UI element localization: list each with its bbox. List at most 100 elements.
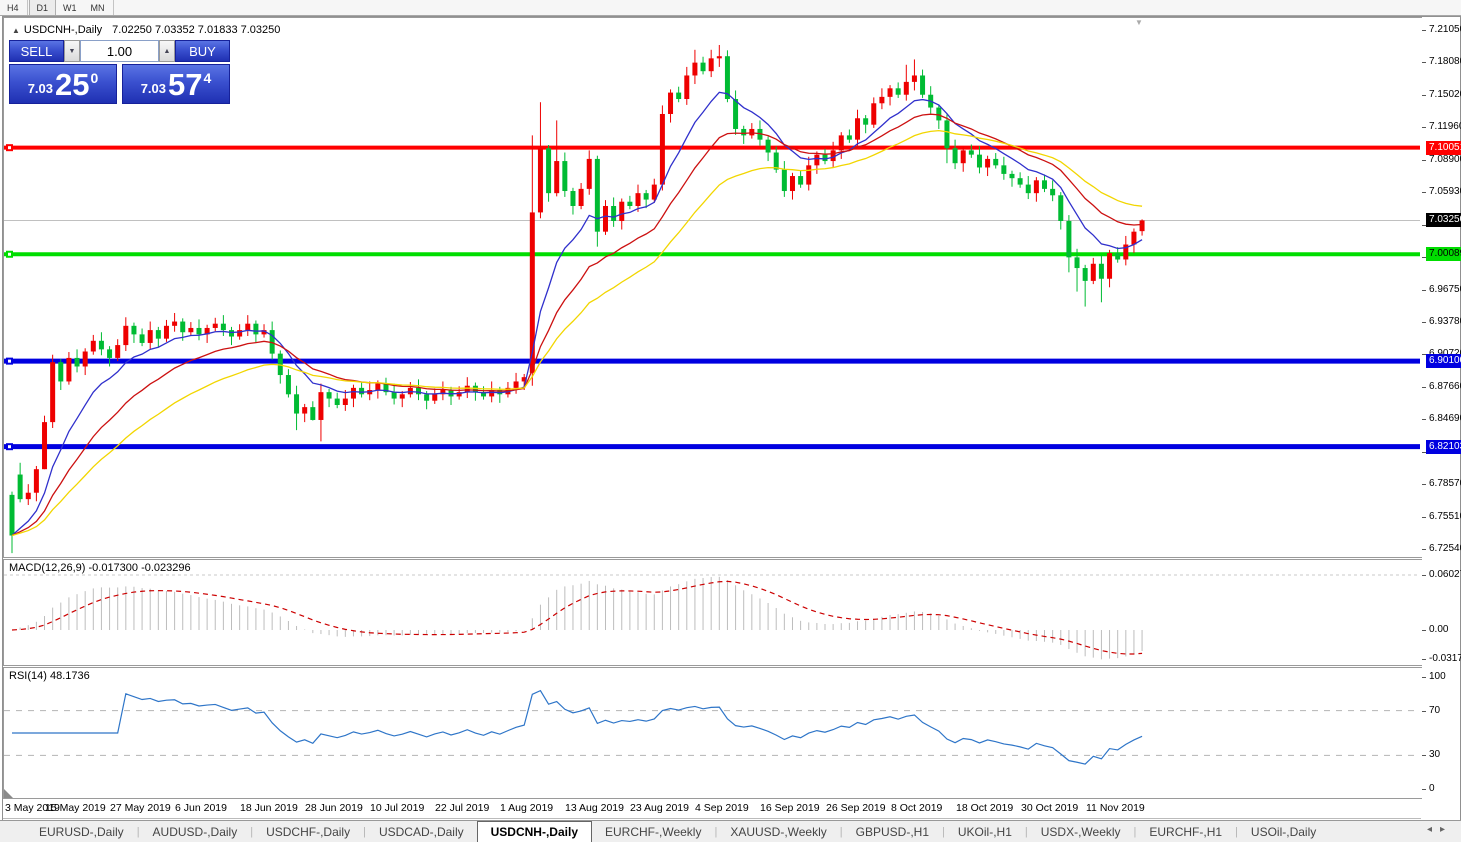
date-axis-label: 15 May 2019 [45, 802, 106, 814]
rsi-value: 48.1736 [49, 670, 90, 682]
volume-input[interactable] [80, 40, 159, 62]
chart-tab-usdx[interactable]: USDX-,Weekly [1040, 824, 1121, 839]
date-axis-label: 18 Jun 2019 [240, 802, 298, 814]
chart-tab-usdcad[interactable]: USDCAD-,Daily [378, 824, 464, 839]
axis-tick [1422, 387, 1426, 388]
axis-tick [1422, 575, 1426, 576]
tab-separator: | [839, 825, 843, 838]
date-axis-label: 22 Jul 2019 [435, 802, 490, 814]
axis-tick [1422, 290, 1426, 291]
price-axis[interactable]: 7.21050 7.18080 7.15020 7.11960 7.08900 7.059… [1422, 17, 1461, 820]
date-axis-label: 18 Oct 2019 [956, 802, 1014, 814]
rsi-label: RSI(14) 48.1736 [9, 670, 90, 682]
axis-tick [1422, 659, 1426, 660]
timeframe-toolbar: H4 D1 W1 MN [0, 0, 1461, 16]
timeframe-button-h4[interactable]: H4 [7, 3, 19, 13]
price-level-badge: 7.03250 [1426, 213, 1461, 227]
price-tick-label: 7.08900 [1429, 154, 1461, 165]
chart-tab-audusd[interactable]: AUDUSD-,Daily [152, 824, 238, 839]
rsi-panel: RSI(14) 48.1736 [3, 667, 1423, 799]
rsi-tick-label: 0 [1429, 783, 1435, 794]
price-tick-label: 6.84690 [1429, 413, 1461, 424]
chart-tab-eurchf[interactable]: EURCHF-,Weekly [605, 824, 702, 839]
chart-symbol-label: USDCNH-,Daily [23, 24, 103, 36]
one-click-trading-panel: SELL ▼ ▲ BUY 7.03 25 0 7.03 57 4 [9, 40, 230, 104]
date-axis-label: 16 Sep 2019 [760, 802, 820, 814]
sell-price-pip: 0 [90, 70, 99, 86]
price-tick-label: 6.87660 [1429, 381, 1461, 392]
spin-down-icon: ▼ [68, 47, 76, 55]
buy-price-button[interactable]: 7.03 57 4 [122, 64, 230, 104]
macd-values: -0.017300 -0.023296 [88, 562, 191, 574]
chart-tab-eurusd[interactable]: EURUSD-,Daily [39, 824, 124, 839]
tab-separator: | [136, 825, 140, 838]
sell-price-button[interactable]: 7.03 25 0 [9, 64, 117, 104]
chart-tab-usdcnh[interactable]: USDCNH-,Daily [476, 821, 592, 842]
axis-tick [1422, 452, 1426, 453]
date-axis-label: 6 Jun 2019 [175, 802, 227, 814]
date-axis-label: 28 Jun 2019 [305, 802, 363, 814]
volume-decrease-button[interactable]: ▼ [64, 40, 80, 62]
chart-tab-usoil[interactable]: USOil-,Daily [1250, 824, 1317, 839]
price-level-badge: 6.82103 [1426, 440, 1461, 454]
axis-tick [1422, 127, 1426, 128]
price-tick-label: 6.72540 [1429, 543, 1461, 554]
toolbar-separator [26, 0, 28, 15]
axis-tick [1422, 484, 1426, 485]
price-tick-label: 6.96750 [1429, 284, 1461, 295]
chart-shift-marker-icon[interactable]: ▼ [1135, 18, 1143, 27]
rsi-name: RSI(14) [9, 670, 47, 682]
candlestick-chart[interactable] [4, 18, 1420, 555]
price-tick-label: 7.21050 [1429, 24, 1461, 35]
tab-scroll-left-icon[interactable]: ◂ [1426, 824, 1440, 835]
price-tick-label: 6.75510 [1429, 511, 1461, 522]
tab-separator: | [942, 825, 945, 838]
price-chart-panel[interactable] [3, 17, 1423, 558]
chart-tab-ukoil[interactable]: UKOil-,H1 [957, 824, 1012, 839]
date-axis-label: 13 Aug 2019 [565, 802, 624, 814]
timeframe-button-d1[interactable]: D1 [28, 0, 57, 15]
macd-tick-label: -0.031725 [1429, 653, 1461, 664]
axis-tick [1422, 30, 1426, 31]
macd-label: MACD(12,26,9) -0.017300 -0.023296 [9, 562, 191, 574]
tab-separator: | [363, 825, 366, 838]
axis-tick [1422, 630, 1426, 631]
axis-tick [1422, 354, 1426, 355]
date-axis[interactable]: 3 May 2019 15 May 2019 27 May 2019 6 Jun 20… [3, 798, 1421, 819]
date-axis-label: 3 May 2019 [5, 802, 60, 814]
tab-scroll-right-icon[interactable]: ▸ [1439, 824, 1453, 835]
axis-tick [1422, 677, 1426, 678]
chart-tab-usdchf[interactable]: USDCHF-,Daily [266, 824, 351, 839]
timeframe-button-w1[interactable]: W1 [63, 3, 77, 13]
price-tick-label: 7.05930 [1429, 186, 1461, 197]
panel-resize-grip[interactable] [4, 789, 13, 798]
timeframe-button-mn[interactable]: MN [90, 3, 105, 13]
tab-separator: | [1024, 825, 1028, 838]
macd-tick-label: 0.00 [1429, 624, 1449, 635]
chart-tab-eurchf[interactable]: EURCHF-,H1 [1149, 824, 1223, 839]
buy-price-pip: 4 [203, 70, 212, 86]
tab-separator: | [1235, 825, 1238, 838]
chart-ohlc-values: 7.02250 7.03352 7.01833 7.03250 [112, 24, 281, 36]
buy-price-prefix: 7.03 [140, 81, 167, 96]
tab-separator: | [1133, 825, 1137, 838]
rsi-chart [4, 689, 1420, 765]
chart-tab-xauusd[interactable]: XAUUSD-,Weekly [730, 824, 827, 839]
collapse-triangle-icon[interactable]: ▲ [12, 26, 20, 35]
axis-tick [1422, 160, 1426, 161]
tab-separator: | [250, 825, 254, 838]
macd-name: MACD(12,26,9) [9, 562, 86, 574]
macd-chart [4, 574, 1420, 660]
sell-price-big: 25 [55, 67, 90, 102]
volume-increase-button[interactable]: ▲ [159, 40, 175, 62]
price-level-badge: 7.00089 [1426, 247, 1461, 261]
buy-button[interactable]: BUY [175, 40, 230, 62]
macd-tick-label: 0.060273 [1429, 569, 1461, 580]
axis-tick [1422, 225, 1426, 226]
chart-tab-gbpusd[interactable]: GBPUSD-,H1 [855, 824, 929, 839]
axis-tick [1422, 95, 1426, 96]
price-level-badge: 7.10051 [1426, 141, 1461, 155]
price-tick-label: 7.18080 [1429, 56, 1461, 67]
sell-button[interactable]: SELL [9, 40, 64, 62]
axis-tick [1422, 517, 1426, 518]
